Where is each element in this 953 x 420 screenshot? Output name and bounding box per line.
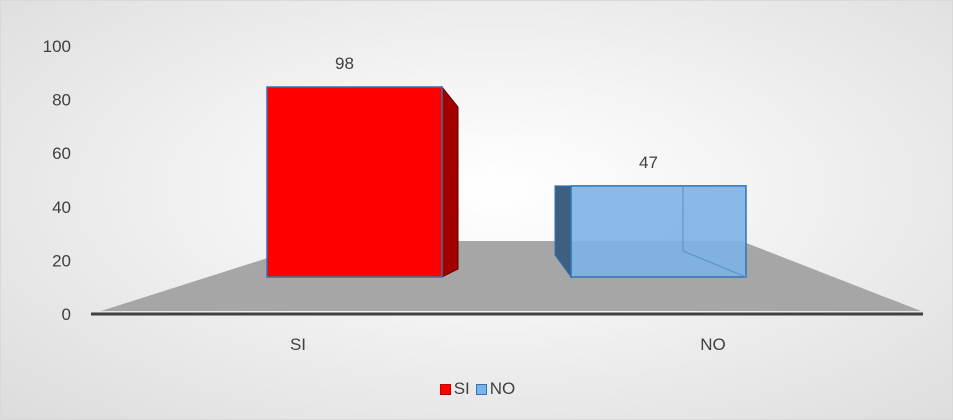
legend-item-si: SI <box>439 379 470 399</box>
bar-side-si <box>441 85 459 278</box>
legend-swatch-si <box>439 383 451 395</box>
legend-label-si: SI <box>453 379 470 398</box>
bar-si <box>266 86 443 278</box>
legend: SI NO <box>1 379 952 399</box>
data-label: 98 <box>335 54 354 73</box>
data-label: 47 <box>639 153 658 172</box>
bar-no-back-edge-bottom <box>682 250 747 278</box>
y-tick-label: 20 <box>52 251 71 270</box>
legend-item-no: NO <box>475 379 516 399</box>
y-tick-label: 0 <box>62 305 71 324</box>
legend-swatch-no <box>475 383 487 395</box>
bar-no <box>570 185 747 278</box>
x-tick-label: SI <box>290 335 306 354</box>
y-tick-label: 80 <box>52 91 71 110</box>
chart-floor <box>101 241 921 311</box>
legend-label-no: NO <box>489 379 516 398</box>
y-tick-label: 60 <box>52 144 71 163</box>
x-tick-label: NO <box>700 335 726 354</box>
y-tick-label: 40 <box>52 198 71 217</box>
y-tick-label: 100 <box>43 37 71 56</box>
